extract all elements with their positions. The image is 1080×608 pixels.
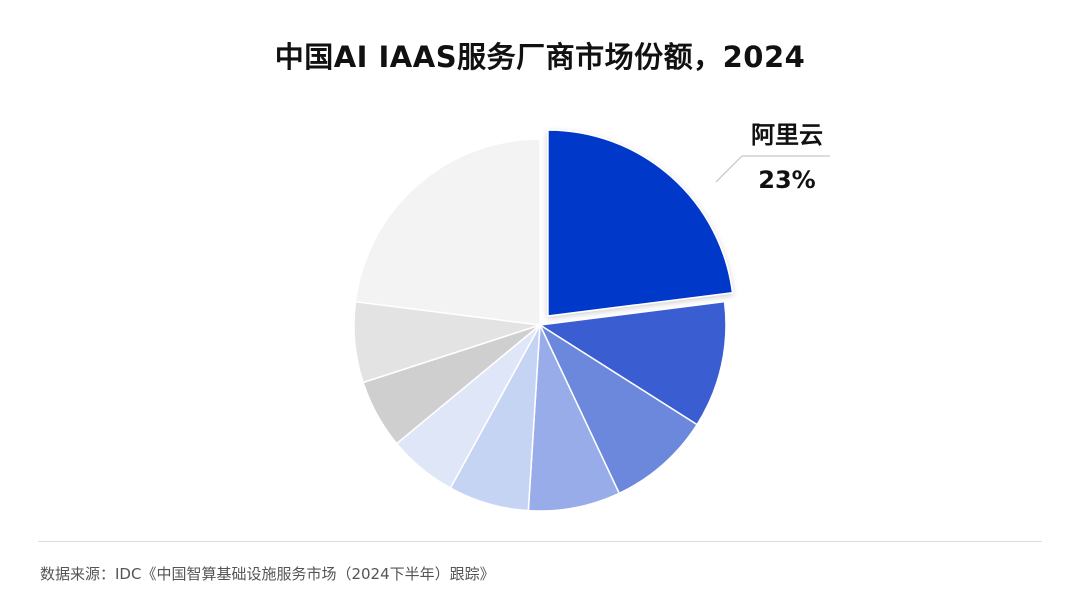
pie-slice-highlight (547, 129, 734, 317)
footer-divider (38, 541, 1042, 542)
source-note: 数据来源：IDC《中国智算基础设施服务市场（2024下半年）跟踪》 (40, 565, 495, 583)
pie-slice-1 (537, 300, 727, 426)
callout-leader-line (715, 155, 830, 183)
pie-slice-2 (538, 322, 699, 495)
pie-slice-8 (354, 138, 541, 326)
pie-slice-3 (527, 324, 621, 512)
chart-title: 中国AI IAAS服务厂商市场份额，2024 (274, 40, 806, 74)
callout-label: 阿里云 (751, 121, 823, 149)
pie-slices (353, 129, 734, 512)
callout-value: 23% (758, 166, 815, 194)
